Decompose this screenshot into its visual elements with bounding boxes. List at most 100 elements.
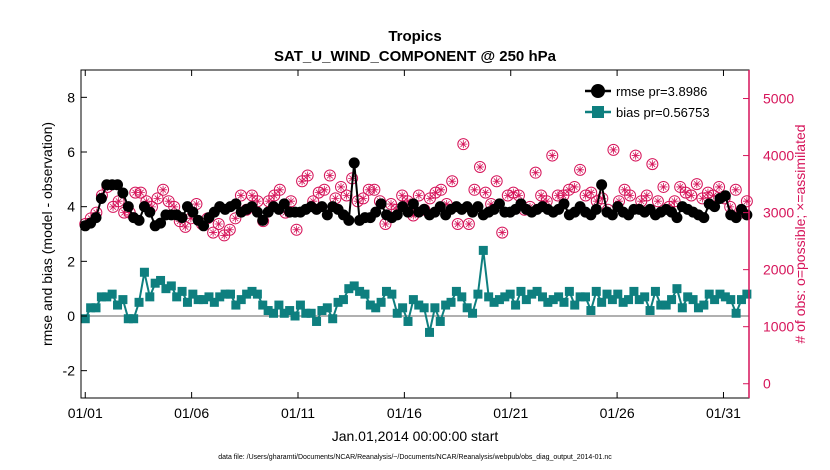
bias-point (650, 286, 660, 296)
obs-assimilated-marker (225, 225, 234, 234)
obs-assimilated-marker (114, 197, 123, 206)
obs-point (657, 180, 670, 193)
bias-point (263, 306, 273, 316)
y-axis-right-label: # of obs: o=possible; ×=assimilated (792, 124, 808, 343)
bias-point (387, 289, 397, 299)
obs-possible-marker (368, 183, 381, 196)
x-tick-label: 01/06 (174, 405, 209, 421)
bias-point (150, 278, 160, 288)
rmse-point (698, 212, 710, 224)
obs-point (301, 169, 314, 182)
obs-assimilated-marker (370, 185, 379, 194)
obs-possible-marker (529, 166, 542, 179)
bias-point (317, 306, 327, 316)
bias-point (500, 292, 510, 302)
bias-point (505, 289, 515, 299)
obs-point (223, 223, 236, 236)
bias-point (570, 300, 580, 310)
bias-point (80, 314, 90, 324)
obs-assimilated-marker (537, 191, 546, 200)
bias-point (269, 308, 279, 318)
rmse-point (251, 206, 263, 218)
bias-point (484, 292, 494, 302)
bias-point (285, 306, 295, 316)
bias-point (640, 292, 650, 302)
obs-assimilated-marker (548, 151, 557, 160)
obs-possible-marker (729, 183, 742, 196)
obs-possible-marker (479, 186, 492, 199)
obs-assimilated-marker (186, 214, 195, 223)
bias-point (597, 297, 607, 307)
bias-point (398, 303, 408, 313)
obs-assimilated-marker (359, 194, 368, 203)
bias-point (624, 295, 634, 305)
obs-possible-marker (690, 178, 703, 191)
obs-assimilated-marker (492, 177, 501, 186)
obs-possible-marker (151, 192, 164, 205)
obs-assimilated-marker (681, 188, 690, 197)
y-right-tick-label: 1000 (763, 319, 794, 335)
bias-point (715, 289, 725, 299)
obs-possible-marker (323, 169, 336, 182)
obs-assimilated-marker (331, 194, 340, 203)
obs-assimilated-marker (270, 191, 279, 200)
rmse-point (155, 217, 167, 229)
bias-point (527, 289, 537, 299)
obs-possible-marker (685, 189, 698, 202)
bias-point (182, 297, 192, 307)
bias-point (521, 295, 531, 305)
rmse-point (316, 201, 328, 213)
obs-point (323, 169, 336, 182)
chart-title: Tropics (388, 28, 441, 45)
obs-possible-marker (157, 183, 170, 196)
obs-assimilated-marker (581, 191, 590, 200)
bias-point (118, 295, 128, 305)
bias-point (279, 308, 289, 318)
bias-point (586, 306, 596, 316)
obs-assimilated-marker (342, 191, 351, 200)
bias-point (581, 292, 591, 302)
rmse-point (472, 201, 484, 213)
bias-point (656, 300, 666, 310)
bias-point (688, 295, 698, 305)
obs-assimilated-marker (653, 197, 662, 206)
bias-point (215, 292, 225, 302)
legend-rmse-marker (591, 84, 605, 98)
bias-point (618, 297, 628, 307)
obs-assimilated-marker (214, 220, 223, 229)
bias-point (548, 295, 558, 305)
bias-point (392, 308, 402, 318)
bias-point (172, 292, 182, 302)
obs-point (668, 195, 681, 208)
obs-assimilated-marker (570, 182, 579, 191)
obs-assimilated-marker (209, 228, 218, 237)
obs-point (435, 183, 448, 196)
y-right-tick-label: 0 (763, 376, 771, 392)
bias-point (338, 295, 348, 305)
bias-point (591, 286, 601, 296)
obs-assimilated-marker (220, 231, 229, 240)
obs-possible-marker (412, 189, 425, 202)
bias-point (683, 292, 693, 302)
rmse-point (719, 190, 731, 202)
obs-assimilated-marker (153, 194, 162, 203)
bias-point (274, 300, 284, 310)
obs-assimilated-marker (614, 197, 623, 206)
bias-point (166, 281, 176, 291)
bias-point (91, 303, 101, 313)
y-tick-label: 4 (67, 199, 75, 215)
obs-assimilated-marker (742, 197, 751, 206)
obs-point (451, 218, 464, 231)
rmse-point (730, 212, 742, 224)
rmse-point (321, 209, 333, 221)
bias-point (419, 303, 429, 313)
bias-point (543, 297, 553, 307)
obs-assimilated-marker (692, 180, 701, 189)
bias-point (156, 275, 166, 285)
obs-possible-marker (301, 169, 314, 182)
obs-point (134, 186, 147, 199)
rmse-point (606, 209, 618, 221)
obs-assimilated-marker (403, 197, 412, 206)
obs-point (496, 226, 509, 239)
bias-point (199, 295, 209, 305)
